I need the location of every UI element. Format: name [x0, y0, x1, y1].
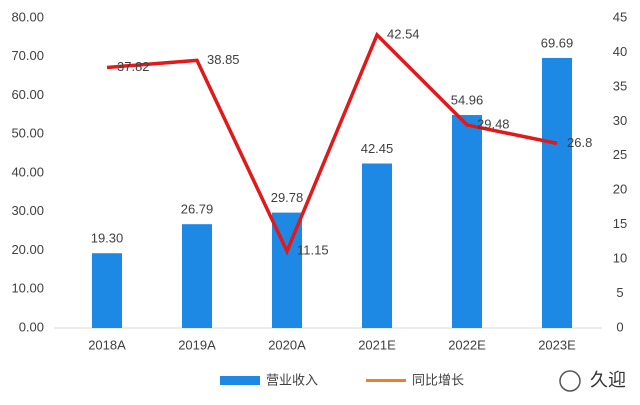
y-tick-label: 40.00 — [11, 164, 44, 179]
y2-tick-label: 45 — [613, 9, 627, 24]
y2-tick-label: 0 — [616, 319, 623, 334]
watermark-icon — [559, 370, 581, 392]
y2-tick-label: 30 — [613, 113, 627, 128]
watermark: 久迎 — [590, 370, 626, 390]
line-value-label: 42.54 — [387, 26, 420, 41]
bar — [182, 224, 212, 328]
y-tick-label: 10.00 — [11, 281, 44, 296]
y2-tick-label: 20 — [613, 182, 627, 197]
legend-label: 营业收入 — [266, 372, 318, 387]
bar — [362, 163, 392, 328]
y2-tick-label: 40 — [613, 44, 627, 59]
bar — [92, 253, 122, 328]
bar-value-label: 42.45 — [361, 141, 394, 156]
line-value-label: 37.82 — [117, 59, 150, 74]
legend-swatch — [220, 376, 260, 385]
y-tick-label: 70.00 — [11, 48, 44, 63]
y-tick-label: 60.00 — [11, 87, 44, 102]
x-tick-label: 2023E — [538, 337, 576, 352]
y-tick-label: 80.00 — [11, 9, 44, 24]
bar — [452, 115, 482, 328]
y2-tick-label: 25 — [613, 147, 627, 162]
bar-value-label: 19.30 — [91, 231, 124, 246]
x-tick-label: 2022E — [448, 337, 486, 352]
x-tick-label: 2018A — [88, 337, 126, 352]
y2-tick-label: 15 — [613, 216, 627, 231]
bar — [542, 57, 572, 329]
legend-label: 同比增长 — [412, 372, 464, 387]
line-value-label: 38.85 — [207, 52, 240, 67]
bar-value-label: 69.69 — [541, 35, 574, 50]
y2-tick-label: 10 — [613, 251, 627, 266]
x-tick-label: 2021E — [358, 337, 396, 352]
y2-tick-label: 35 — [613, 78, 627, 93]
y-tick-label: 50.00 — [11, 126, 44, 141]
bar-value-label: 26.79 — [181, 202, 214, 217]
y-tick-label: 0.00 — [19, 319, 44, 334]
line-value-label: 29.48 — [477, 116, 510, 131]
y-tick-label: 20.00 — [11, 242, 44, 257]
line — [106, 31, 558, 256]
x-tick-label: 2020A — [268, 337, 306, 352]
line-value-label: 11.15 — [297, 243, 329, 258]
line-value-label: 26.8 — [567, 135, 592, 150]
x-tick-label: 2019A — [178, 337, 216, 352]
y2-tick-label: 5 — [616, 285, 623, 300]
y-tick-label: 30.00 — [11, 203, 44, 218]
bar-value-label: 29.78 — [271, 190, 304, 205]
bar-value-label: 54.96 — [451, 92, 484, 107]
